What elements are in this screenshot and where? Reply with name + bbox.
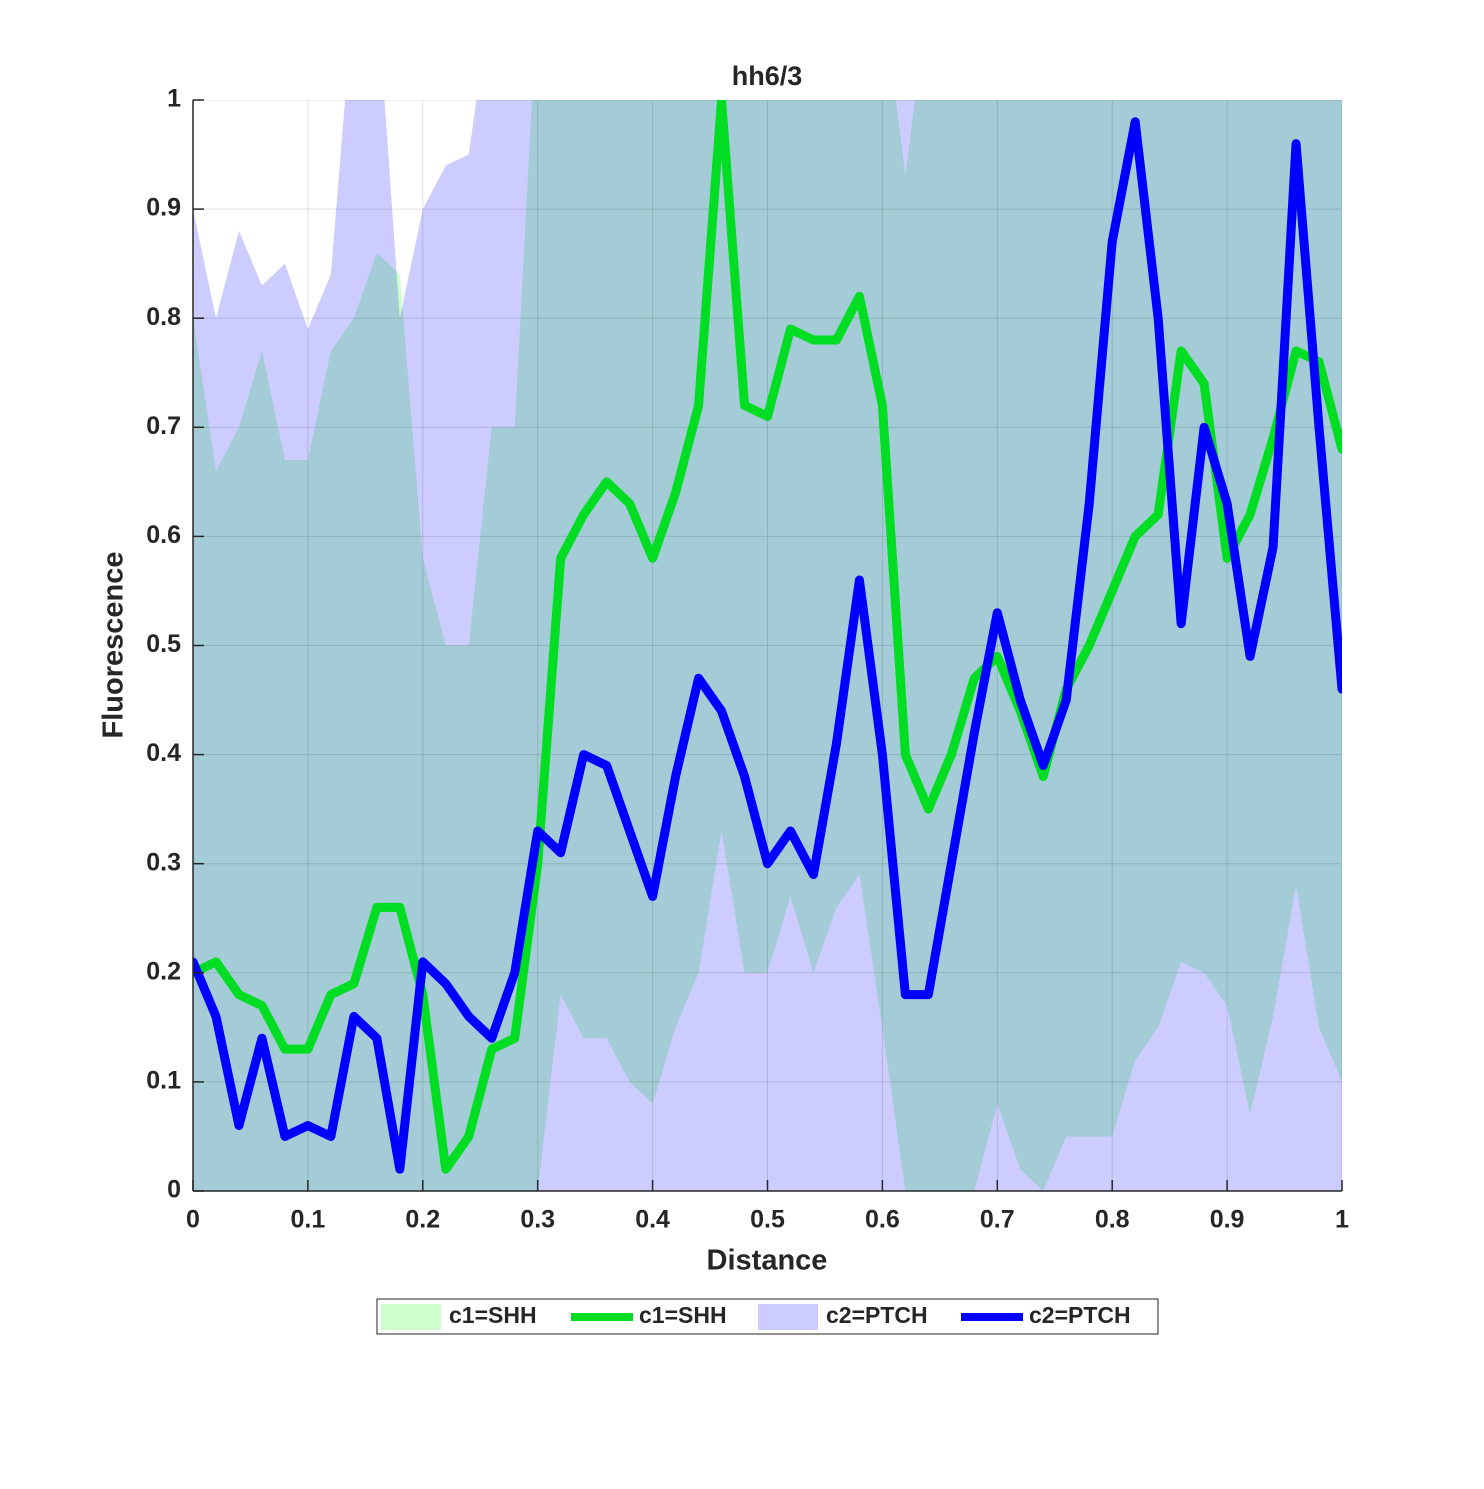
x-tick-label: 0.1 bbox=[291, 1206, 326, 1234]
band bbox=[193, 100, 1342, 1191]
y-tick-label: 0.8 bbox=[146, 303, 181, 331]
y-tick-label: 0.7 bbox=[146, 412, 181, 440]
x-tick-label: 0.7 bbox=[980, 1206, 1015, 1234]
legend-label: c2=PTCH bbox=[1029, 1302, 1131, 1328]
x-tick-label: 0.6 bbox=[865, 1206, 900, 1234]
x-tick-label: 0.4 bbox=[635, 1206, 670, 1234]
x-tick-label: 0 bbox=[186, 1206, 200, 1234]
x-tick-label: 0.3 bbox=[520, 1206, 555, 1234]
legend-swatch bbox=[381, 1304, 441, 1330]
x-tick-label: 0.9 bbox=[1210, 1206, 1245, 1234]
y-tick-label: 1 bbox=[167, 85, 181, 113]
legend-label: c1=SHH bbox=[449, 1302, 537, 1328]
y-tick-label: 0.3 bbox=[146, 848, 181, 876]
y-tick-label: 0.6 bbox=[146, 521, 181, 549]
line bbox=[193, 117, 1342, 1174]
x-tick-label: 0.8 bbox=[1095, 1206, 1130, 1234]
legend-swatch bbox=[758, 1304, 818, 1330]
y-tick-label: 0.1 bbox=[146, 1067, 181, 1095]
x-tick-label: 1 bbox=[1335, 1206, 1349, 1234]
chart-title: hh6/3 bbox=[732, 61, 803, 91]
legend-label: c2=PTCH bbox=[826, 1302, 928, 1328]
y-tick-label: 0.4 bbox=[146, 739, 181, 767]
x-axis-label: Distance bbox=[707, 1245, 828, 1277]
legend-label: c1=SHH bbox=[639, 1302, 727, 1328]
legend-box bbox=[376, 1298, 1159, 1335]
y-tick-label: 0 bbox=[167, 1176, 181, 1204]
y-tick-label: 0.2 bbox=[146, 957, 181, 985]
x-tick-label: 0.2 bbox=[405, 1206, 440, 1234]
y-tick-label: 0.9 bbox=[146, 194, 181, 222]
line bbox=[193, 100, 1342, 1174]
x-tick-label: 0.5 bbox=[750, 1206, 785, 1234]
band bbox=[193, 100, 1342, 1191]
y-axis-label: Fluorescence bbox=[98, 552, 130, 739]
y-tick-label: 0.5 bbox=[146, 630, 181, 658]
plot-area bbox=[193, 100, 1342, 1191]
